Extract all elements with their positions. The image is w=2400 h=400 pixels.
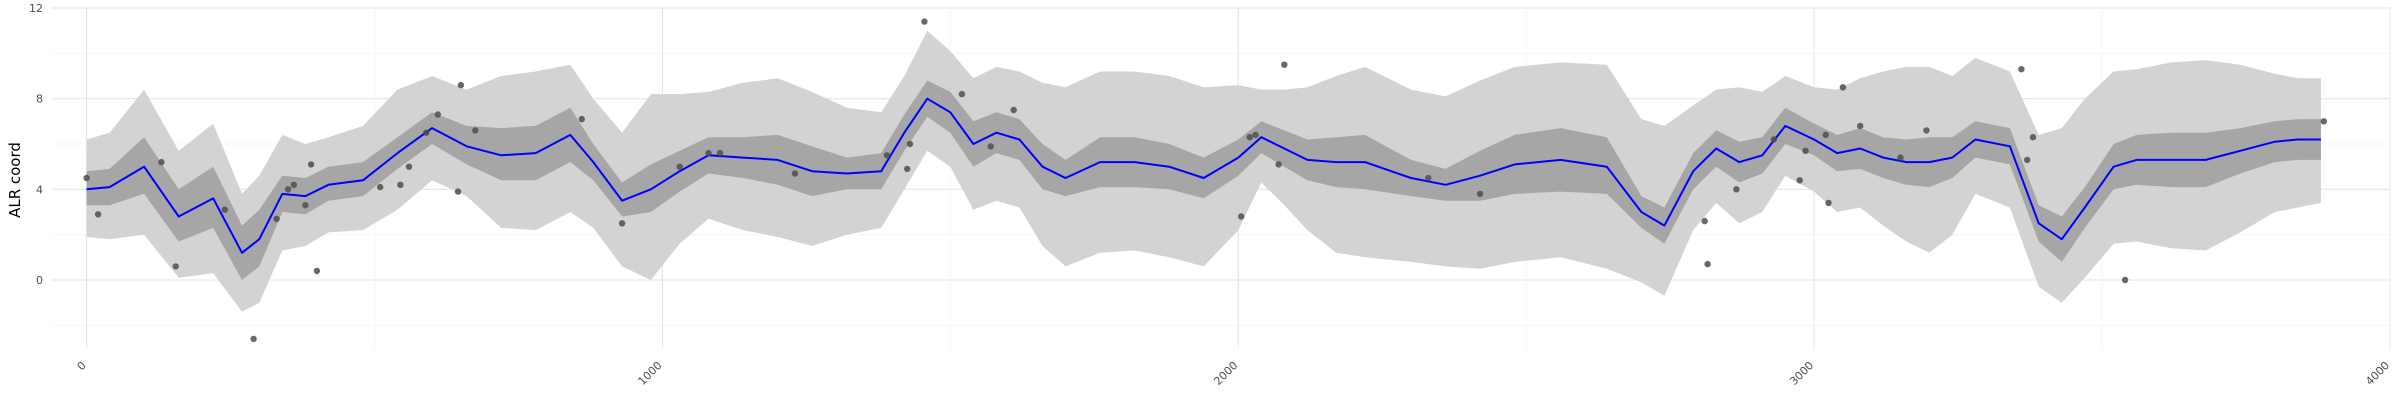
data-point [472,127,479,134]
data-point [676,163,683,170]
data-point [791,170,799,177]
data-point [273,215,280,222]
data-point [578,115,585,123]
data-point [313,267,321,275]
data-point [2018,66,2025,73]
data-point [904,165,911,173]
data-point [302,202,309,209]
x-tick-label: 2000 [1211,359,1240,388]
data-point [1857,122,1864,130]
data-point [1281,61,1288,68]
data-point [434,111,441,118]
data-point [1825,199,1832,207]
data-point [83,174,90,182]
data-point [2121,276,2129,284]
data-point [1704,260,1711,268]
y-axis-title: ALR coord [6,142,24,218]
data-point [94,211,102,218]
y-tick-label: 8 [36,93,43,106]
data-point [1923,127,1930,134]
x-tick-label: 4000 [2363,359,2392,388]
data-point [1425,174,1432,182]
data-point [1770,136,1778,143]
data-point [377,183,384,191]
data-point [1246,134,1254,141]
data-point [906,140,914,148]
data-point [1701,217,1708,225]
data-point [423,129,430,136]
data-point [1733,186,1740,193]
y-tick-label: 0 [36,274,43,287]
mean-line [86,97,2321,254]
x-tick-label: 1000 [636,359,665,388]
data-point [716,149,724,157]
data-point [883,152,891,159]
inner-band [86,80,2321,280]
data-point [397,181,404,188]
data-point [1275,161,1282,168]
data-point [2320,118,2327,125]
data-point [457,81,465,89]
mean-line-group [86,97,2321,254]
data-point [1822,131,1829,139]
data-point [290,181,298,188]
data-point [987,143,994,150]
data-point [250,335,257,343]
x-tick-label: 0 [75,359,89,373]
data-point [405,163,413,170]
data-point [172,263,179,270]
data-point [1897,154,1904,161]
data-point [705,149,712,157]
data-point [221,206,228,213]
data-point [958,90,966,98]
data-point [158,158,165,166]
data-point [2029,134,2037,141]
observed-points [83,18,2327,343]
data-point [1796,177,1803,184]
data-point [2024,156,2031,164]
data-point [307,161,315,168]
confidence-bands [86,30,2321,312]
data-point [1839,84,1847,91]
data-point [1252,131,1259,139]
data-point [618,220,626,227]
data-point [1010,106,1017,114]
data-point [1238,213,1245,220]
y-tick-label: 12 [29,2,43,15]
y-tick-label: 4 [36,183,43,196]
data-point [921,18,928,25]
data-point [1476,190,1484,198]
x-tick-label: 3000 [1787,359,1816,388]
data-point [284,186,292,193]
data-point [454,188,462,195]
data-point [1802,147,1809,154]
